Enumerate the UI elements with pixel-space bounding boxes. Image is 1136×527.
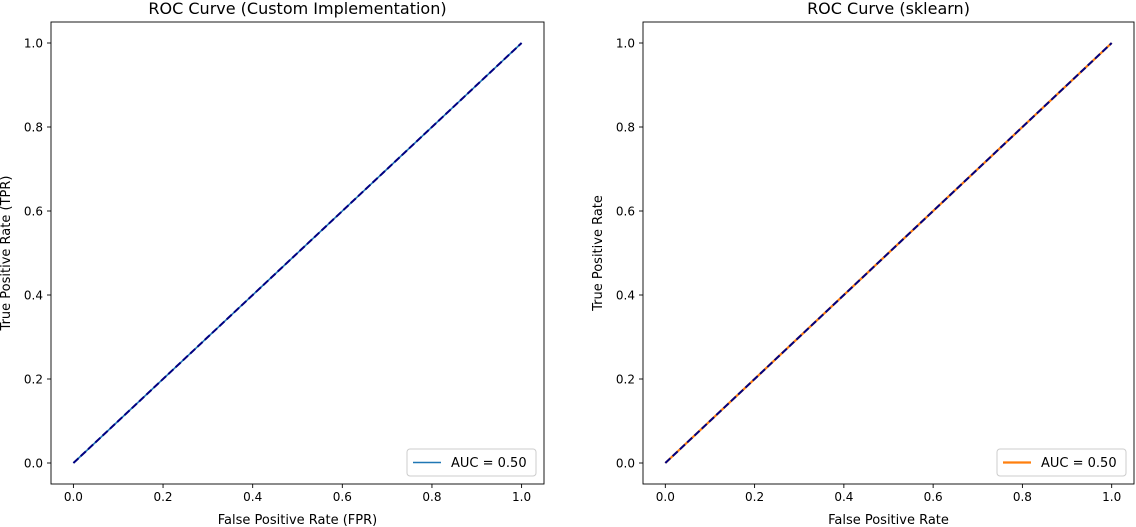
chart-panel-2: 0.0 0.2 0.4 0.6 0.8 1.0 0.0 0.2 0.4 0.6 0.8 1.0 ROC …: [591, 0, 1135, 527]
y-tick-label: 0.0: [24, 457, 43, 471]
x-axis-label: False Positive Rate: [828, 513, 949, 527]
x-tick-label: 0.4: [834, 490, 853, 504]
x-tick-label: 0.6: [924, 490, 943, 504]
y-tick-label: 0.6: [616, 205, 635, 219]
x-tick-label: 1.0: [512, 490, 531, 504]
y-tick-label: 1.0: [616, 37, 635, 51]
x-axis-label: False Positive Rate (FPR): [218, 513, 377, 527]
y-tick-label: 0.2: [24, 373, 43, 387]
chart-title: ROC Curve (Custom Implementation): [148, 0, 446, 18]
x-tick-label: 0.0: [656, 490, 675, 504]
x-tick-label: 0.8: [1013, 490, 1032, 504]
chart-panel-1: 0.0 0.2 0.4 0.6 0.8 1.0 0.0 0.2 0.4 0.6 0.8 1.0 ROC …: [0, 0, 545, 527]
legend: AUC = 0.50: [406, 448, 537, 477]
y-tick-label: 0.4: [616, 289, 635, 303]
y-tick-label: 0.6: [24, 205, 43, 219]
y-tick-label: 0.8: [616, 121, 635, 135]
y-axis-label: True Positive Rate: [591, 195, 606, 312]
chart-title: ROC Curve (sklearn): [807, 0, 970, 18]
random-baseline-line: [664, 42, 1113, 464]
x-tick-label: 0.2: [153, 490, 172, 504]
y-tick-label: 0.0: [616, 457, 635, 471]
x-tick-label: 0.4: [243, 490, 262, 504]
plot-frame: [642, 21, 1135, 485]
x-tick-label: 0.6: [333, 490, 352, 504]
plot-frame: [50, 21, 545, 485]
legend-label: AUC = 0.50: [1041, 456, 1117, 471]
y-tick-label: 0.8: [24, 121, 43, 135]
y-tick-label: 0.4: [24, 289, 43, 303]
legend-label: AUC = 0.50: [451, 456, 527, 471]
x-tick-label: 0.0: [64, 490, 83, 504]
x-tick-label: 1.0: [1102, 490, 1121, 504]
y-axis-label: True Positive Rate (TPR): [0, 176, 14, 332]
x-tick-label: 0.8: [422, 490, 441, 504]
legend-box: [996, 448, 1127, 477]
x-tick-label: 0.2: [745, 490, 764, 504]
y-tick-label: 0.2: [616, 373, 635, 387]
y-tick-label: 1.0: [24, 37, 43, 51]
random-baseline-line: [72, 42, 523, 464]
legend: AUC = 0.50: [996, 448, 1127, 477]
legend-box: [406, 448, 537, 477]
